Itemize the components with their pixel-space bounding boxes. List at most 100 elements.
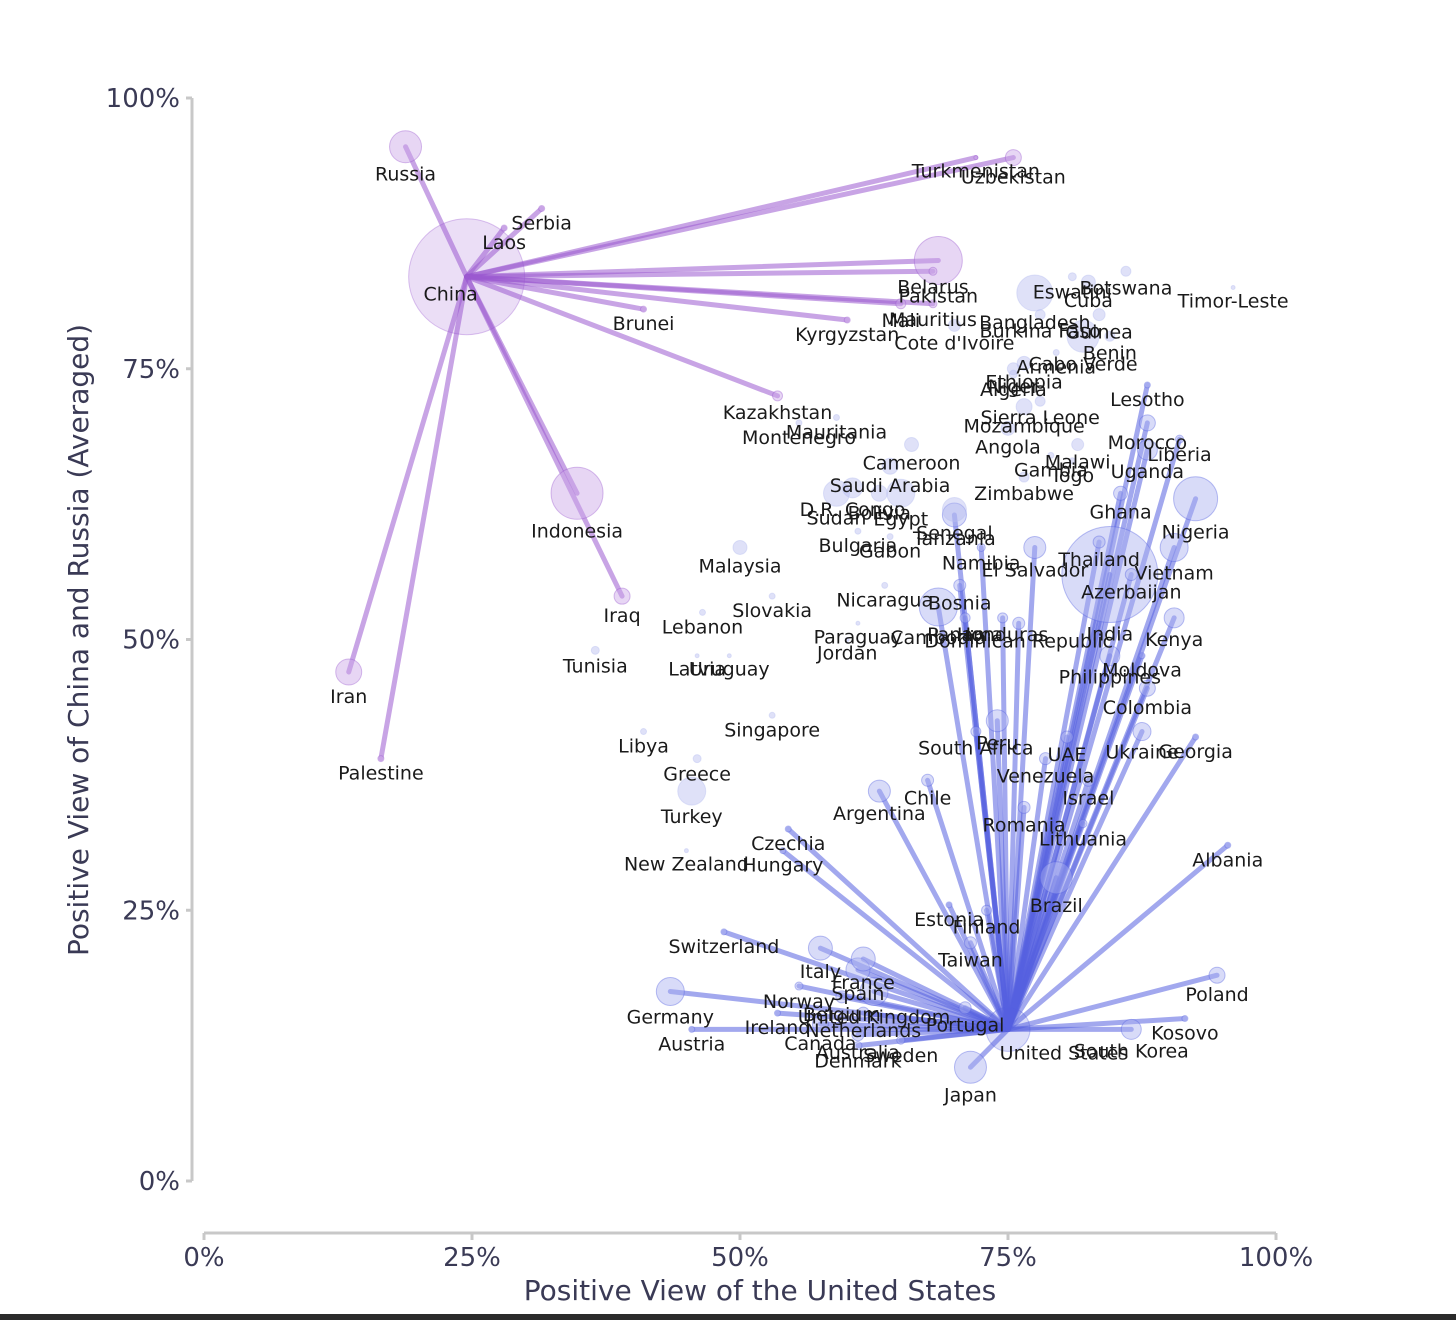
point-malawi: [1071, 438, 1085, 452]
point-nicaragua: [881, 581, 889, 589]
label-zimbabwe: Zimbabwe: [974, 483, 1074, 505]
label-lesotho: Lesotho: [1110, 389, 1185, 411]
point-ukraine: [1132, 722, 1152, 742]
point-iraq: [613, 587, 631, 605]
label-bosnia: Bosnia: [928, 592, 992, 614]
label-hungary: Hungary: [742, 855, 823, 877]
label-united-kingdom: United Kingdom: [798, 1006, 951, 1028]
label-chile: Chile: [904, 787, 952, 809]
point-burkina-faso: [1034, 309, 1046, 321]
label-nicaragua: Nicaragua: [836, 589, 933, 611]
label-france: France: [832, 972, 895, 994]
point-gabon: [886, 533, 894, 541]
point-kyrgyzstan: [843, 316, 851, 324]
point-kosovo: [1181, 1015, 1189, 1023]
label-czechia: Czechia: [751, 833, 825, 855]
point-vietnam: [1159, 532, 1189, 562]
label-philippines: Philippines: [1059, 667, 1161, 689]
spoke-hungary: [780, 848, 1011, 1032]
label-azerbaijan: Azerbaijan: [1081, 582, 1181, 604]
label-kyrgyzstan: Kyrgyzstan: [795, 324, 899, 346]
point-timor-leste: [1230, 285, 1236, 291]
point-turkey: [677, 776, 707, 806]
point-namibia: [976, 542, 986, 552]
point-mali: [895, 298, 907, 310]
point-libya: [640, 728, 648, 736]
label-serbia: Serbia: [511, 212, 572, 234]
x-tick-label: 75%: [979, 1243, 1037, 1273]
label-brazil: Brazil: [1030, 895, 1083, 917]
point-germany: [655, 976, 685, 1006]
point-taiwan: [963, 936, 977, 950]
label-algeria: Algeria: [980, 379, 1047, 401]
spoke-serbia: [464, 205, 545, 280]
point-cameroon: [904, 437, 920, 453]
label-palestine: Palestine: [338, 763, 424, 785]
label-bangladesh: Bangladesh: [979, 312, 1090, 334]
x-axis-title: Positive View of the United States: [524, 1274, 997, 1307]
label-mozambique: Mozambique: [963, 416, 1084, 438]
point-bolivia: [870, 484, 888, 502]
point-moldova: [1138, 652, 1146, 660]
label-eswatini: Eswatini: [1033, 282, 1112, 304]
label-canada: Canada: [784, 1033, 856, 1055]
point-d-r-congo: [842, 477, 864, 499]
spoke-el-salvador: [1005, 544, 1038, 1032]
label-cabo-verde: Cabo Verde: [1029, 353, 1138, 375]
label-venezuela: Venezuela: [997, 766, 1095, 788]
label-spain: Spain: [831, 983, 884, 1005]
label-iraq: Iraq: [604, 605, 641, 627]
point-tanzania: [941, 502, 967, 528]
point-lithuania: [1078, 819, 1088, 829]
label-romania: Romania: [983, 814, 1066, 836]
point-zimbabwe: [1018, 471, 1030, 483]
label-honduras: Honduras: [957, 624, 1048, 646]
point-bulgaria: [854, 527, 862, 535]
label-mauritius: Mauritius: [889, 309, 977, 331]
label-china: China: [423, 284, 477, 306]
point-spain: [845, 957, 871, 983]
label-colombia: Colombia: [1103, 697, 1192, 719]
label-ethiopia: Ethiopia: [985, 371, 1062, 393]
label-slovakia: Slovakia: [732, 600, 812, 622]
point-chile: [921, 773, 935, 787]
label-el-salvador: El Salvador: [981, 559, 1088, 581]
label-uruguay: Uruguay: [689, 659, 770, 681]
spoke-palestine: [378, 274, 470, 762]
label-sierra-leone: Sierra Leone: [981, 407, 1100, 429]
point-dominican-republic: [1012, 616, 1026, 630]
spoke-kyrgyzstan: [464, 274, 850, 323]
y-tick-label: 75%: [122, 355, 180, 385]
point-portugal: [958, 1001, 972, 1015]
point-ghana: [1113, 485, 1129, 501]
label-argentina: Argentina: [833, 803, 926, 825]
spoke-brunei: [464, 274, 647, 312]
label-belarus: Belarus: [897, 276, 968, 298]
point-hungary: [779, 847, 787, 855]
label-sudan: Sudan: [807, 507, 867, 529]
label-turkmenistan: Turkmenistan: [911, 161, 1040, 183]
label-tanzania: Tanzania: [912, 528, 996, 550]
point-algeria: [1008, 369, 1018, 379]
point-venezuela: [1039, 752, 1053, 766]
label-singapore: Singapore: [724, 719, 820, 741]
label-new-zealand: New Zealand: [624, 854, 749, 876]
label-gabon: Gabon: [859, 541, 921, 563]
point-australia: [851, 1028, 865, 1042]
label-botswana: Botswana: [1079, 277, 1172, 299]
point-tunisia: [590, 645, 600, 655]
point-poland: [1208, 966, 1226, 984]
point-gambia: [1047, 451, 1055, 459]
point-greece: [692, 754, 702, 764]
label-iran: Iran: [330, 686, 367, 708]
point-belarus: [928, 266, 938, 276]
label-kenya: Kenya: [1145, 629, 1203, 651]
label-peru: Peru: [976, 733, 1018, 755]
point-iran: [335, 658, 363, 686]
label-d-r-congo: D.R. Congo: [800, 499, 906, 521]
point-brazil: [1039, 861, 1073, 895]
label-norway: Norway: [763, 991, 835, 1013]
point-brunei: [640, 305, 648, 313]
point-montenegro: [795, 419, 803, 427]
